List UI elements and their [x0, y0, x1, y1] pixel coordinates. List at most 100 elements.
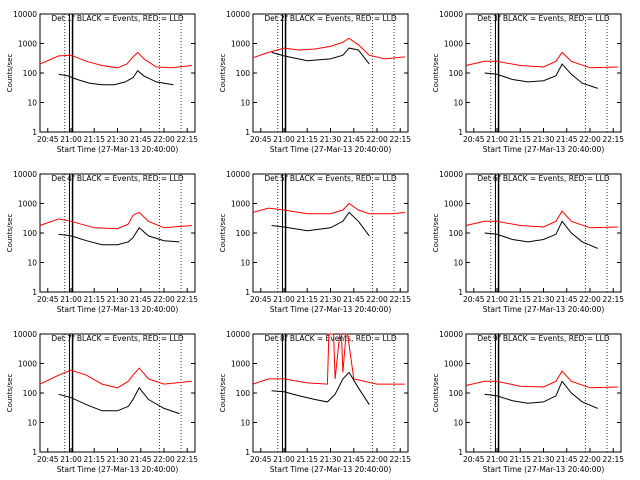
y-tick-label: 10000	[13, 170, 37, 179]
panel-2: 1 10 100 1000 10000 20:45 21:00 21:15 21:30 21:45…	[219, 10, 411, 154]
y-tick-label: 1000	[18, 200, 37, 209]
y-axis-label: Counts/sec	[6, 54, 14, 93]
y-tick-label: 1000	[18, 40, 37, 49]
x-tick-label: 21:00	[60, 135, 82, 144]
y-tick-label: 10	[27, 259, 37, 268]
x-tick-label: 21:45	[343, 295, 365, 304]
y-tick-label: 10	[27, 99, 37, 108]
events-series-line	[484, 380, 598, 409]
x-tick-label: 20:45	[250, 135, 272, 144]
y-tick-label: 1	[32, 448, 37, 457]
y-tick-label: 10	[453, 99, 463, 108]
x-axis-label: Start Time (27-Mar-13 20:40:00)	[270, 305, 392, 314]
x-tick-label: 22:15	[389, 135, 411, 144]
x-tick-label: 22:15	[176, 295, 198, 304]
y-tick-label: 10000	[439, 170, 463, 179]
x-tick-label: 21:30	[107, 135, 129, 144]
y-tick-label: 10	[240, 259, 250, 268]
x-tick-label: 21:45	[130, 135, 152, 144]
y-tick-label: 100	[449, 69, 464, 78]
x-tick-label: 21:00	[486, 455, 508, 464]
x-tick-label: 21:00	[60, 455, 82, 464]
x-tick-label: 20:45	[37, 455, 59, 464]
lld-series-line	[252, 202, 405, 215]
panel-8: 1 10 100 1000 10000 20:45 21:00 21:15 21:30 21:45…	[219, 330, 411, 474]
x-tick-label: 20:45	[37, 295, 59, 304]
x-axis-label: Start Time (27-Mar-13 20:40:00)	[270, 465, 392, 474]
x-tick-label: 22:00	[366, 135, 388, 144]
y-tick-label: 100	[23, 69, 38, 78]
y-tick-label: 10000	[13, 330, 37, 339]
lld-series-line	[39, 367, 192, 389]
x-tick-label: 21:00	[273, 135, 295, 144]
x-tick-label: 22:00	[153, 455, 175, 464]
x-axis-label: Start Time (27-Mar-13 20:40:00)	[57, 305, 179, 314]
x-tick-label: 21:30	[320, 455, 342, 464]
x-tick-label: 20:45	[463, 135, 485, 144]
events-series-line	[271, 211, 370, 237]
panel-title: Det 8f BLACK = Events, RED = LLD	[264, 334, 397, 343]
y-tick-label: 10000	[439, 10, 463, 19]
panel-6: 1 10 100 1000 10000 20:45 21:00 21:15 21:30 21:45…	[432, 170, 624, 314]
y-tick-label: 100	[236, 389, 251, 398]
x-tick-label: 22:15	[389, 295, 411, 304]
lld-series-line	[465, 210, 618, 229]
panel-title: Det 2f BLACK = Events, RED = LLD	[264, 14, 397, 23]
x-tick-label: 21:00	[486, 295, 508, 304]
y-tick-label: 100	[236, 229, 251, 238]
lld-series-line	[39, 51, 192, 69]
x-axis-label: Start Time (27-Mar-13 20:40:00)	[57, 145, 179, 154]
x-tick-label: 21:30	[107, 455, 129, 464]
x-tick-label: 22:15	[176, 455, 198, 464]
x-tick-label: 22:00	[366, 295, 388, 304]
x-tick-label: 22:00	[153, 295, 175, 304]
x-axis-label: Start Time (27-Mar-13 20:40:00)	[57, 465, 179, 474]
events-series-line	[271, 47, 370, 65]
plot-frame	[39, 333, 196, 453]
plot-frame	[39, 173, 196, 293]
x-tick-label: 20:45	[37, 135, 59, 144]
lld-series-line	[465, 370, 618, 389]
x-tick-label: 21:45	[130, 455, 152, 464]
y-axis-label: Counts/sec	[219, 54, 227, 93]
panel-title: Det 1f BLACK = Events, RED = LLD	[51, 14, 184, 23]
x-tick-label: 21:45	[556, 135, 578, 144]
y-tick-label: 10000	[13, 10, 37, 19]
x-tick-label: 22:00	[579, 135, 601, 144]
lld-series-line	[252, 37, 405, 60]
y-tick-label: 10	[27, 419, 37, 428]
x-tick-label: 21:45	[343, 455, 365, 464]
plot-frame	[252, 13, 409, 133]
x-tick-label: 22:15	[602, 455, 624, 464]
panel-3: 1 10 100 1000 10000 20:45 21:00 21:15 21:30 21:45…	[432, 10, 624, 154]
x-tick-label: 21:15	[83, 135, 105, 144]
y-tick-label: 1	[245, 288, 250, 297]
y-axis-label: Counts/sec	[219, 374, 227, 413]
x-axis-label: Start Time (27-Mar-13 20:40:00)	[483, 145, 605, 154]
x-tick-label: 21:00	[60, 295, 82, 304]
x-tick-label: 21:30	[320, 295, 342, 304]
x-tick-label: 22:15	[176, 135, 198, 144]
y-tick-label: 1000	[18, 360, 37, 369]
y-axis-label: Counts/sec	[432, 214, 440, 253]
y-tick-label: 1	[245, 448, 250, 457]
x-tick-label: 22:15	[389, 455, 411, 464]
y-tick-label: 1	[32, 288, 37, 297]
x-tick-label: 22:15	[602, 135, 624, 144]
panel-title: Det 7f BLACK = Events, RED = LLD	[51, 334, 184, 343]
lld-series-line	[465, 51, 618, 69]
y-axis-label: Counts/sec	[432, 374, 440, 413]
x-tick-label: 21:45	[556, 295, 578, 304]
panel-9: 1 10 100 1000 10000 20:45 21:00 21:15 21:30 21:45…	[432, 330, 624, 474]
panel-5: 1 10 100 1000 10000 20:45 21:00 21:15 21:30 21:45…	[219, 170, 411, 314]
y-tick-label: 10	[240, 99, 250, 108]
panel-4: 1 10 100 1000 10000 20:45 21:00 21:15 21:30 21:45…	[6, 170, 198, 314]
plot-frame	[252, 173, 409, 293]
x-tick-label: 21:15	[509, 295, 531, 304]
x-tick-label: 21:00	[486, 135, 508, 144]
x-tick-label: 21:15	[296, 135, 318, 144]
x-axis-label: Start Time (27-Mar-13 20:40:00)	[483, 305, 605, 314]
y-axis-label: Counts/sec	[6, 214, 14, 253]
x-tick-label: 21:15	[83, 295, 105, 304]
events-series-line	[58, 227, 180, 246]
